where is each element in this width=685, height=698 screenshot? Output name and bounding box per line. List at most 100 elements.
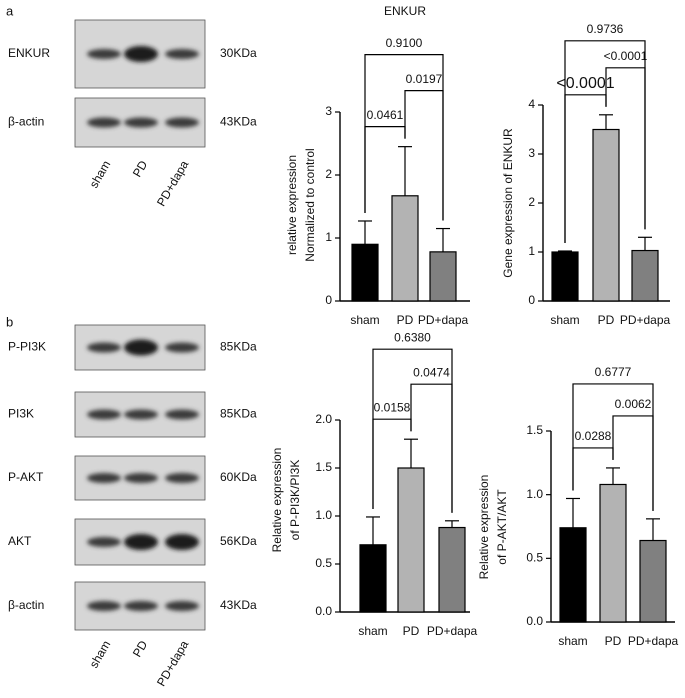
lane-label: sham [87,638,114,670]
blot-band [87,537,121,547]
blot-band [87,473,121,483]
panel-label: a [6,3,14,18]
bar [438,526,466,613]
p-value-label: 0.0288 [575,429,612,443]
blot-protein: β-actin [8,115,44,129]
blot-size: 85KDa [220,340,257,354]
y-tick-label: 3 [325,104,332,118]
blot-size: 43KDa [220,115,257,129]
bar [359,544,387,613]
blot-band [124,409,158,420]
lane-label: PD+dapa [154,158,191,209]
blot-size: 43KDa [220,598,257,612]
blot-size: 85KDa [220,407,257,421]
x-tick-label: PD+dapa [418,313,469,327]
p-value-label: <0.0001 [604,49,648,63]
panel-label: b [6,314,13,329]
y-tick-label: 4 [528,97,535,111]
lane-label: sham [87,158,114,190]
x-tick-label: PD [598,313,615,327]
lane-label: PD [130,638,151,660]
p-value-label: 0.0474 [413,365,450,379]
y-tick-label: 3 [528,146,535,160]
bar [599,483,627,623]
p-value-label: 0.6777 [595,365,632,379]
chart-title: ENKUR [384,4,426,18]
p-value-label: 0.9736 [587,22,624,36]
significance-bracket [572,383,654,511]
x-tick-label: sham [558,634,587,648]
blot-band [165,473,199,483]
blot-protein: β-actin [8,598,44,612]
p-value-label: 0.6380 [394,330,431,344]
blot-band [165,534,199,550]
significance-bracket [372,348,453,513]
blot-size: 30KDa [220,46,257,60]
p-value-label: 0.0197 [406,72,443,86]
bar [391,195,419,302]
y-axis-label: Relative expression [270,448,284,553]
y-tick-label: 0.0 [526,614,543,628]
y-axis-label: relative expression [285,155,299,255]
bar [429,251,457,302]
y-tick-label: 0.0 [315,604,332,618]
y-tick-label: 1 [528,244,535,258]
blot-band [124,117,158,128]
y-axis-label: of P-PI3K/PI3K [288,460,302,541]
y-axis-label: Normalized to control [303,148,317,261]
blot-band [87,409,121,420]
x-tick-label: PD+dapa [628,634,679,648]
y-tick-label: 1.5 [526,423,543,437]
p-value-label: <0.0001 [556,75,614,92]
y-tick-label: 1.5 [315,460,332,474]
bar [639,539,667,623]
blot-protein: ENKUR [8,46,50,60]
x-tick-label: PD [605,634,622,648]
significance-bracket [364,54,444,221]
x-tick-label: PD [403,624,420,638]
blot-size: 56KDa [220,534,257,548]
blot-size: 60KDa [220,470,257,484]
bar [592,128,620,302]
y-tick-label: 1 [325,230,332,244]
blot-band [124,534,158,550]
blot-band [87,49,121,59]
bar [551,251,579,302]
y-tick-label: 0.5 [526,551,543,565]
p-value-label: 0.0062 [615,397,652,411]
blot-protein: P-AKT [8,470,44,484]
y-tick-label: 2 [325,167,332,181]
blot-protein: AKT [8,534,32,548]
lane-label: PD+dapa [154,638,191,689]
bar [559,527,587,623]
y-tick-label: 2.0 [315,412,332,426]
x-tick-label: PD+dapa [427,624,478,638]
y-axis-label: Gene expression of ENKUR [501,128,515,278]
blot-band [124,46,158,62]
blot-band [124,601,158,611]
y-tick-label: 1.0 [526,487,543,501]
bar [351,243,379,302]
p-value-label: 0.0461 [367,108,404,122]
significance-bracket [564,40,646,244]
blot-band [124,473,158,483]
blot-band [165,49,199,59]
x-tick-label: PD+dapa [620,313,671,327]
p-value-label: 0.9100 [386,36,423,50]
lane-label: PD [130,158,151,180]
y-tick-label: 0 [325,293,332,307]
p-value-label: 0.0158 [374,400,411,414]
y-tick-label: 0.5 [315,556,332,570]
bar [631,249,659,302]
blot-protein: PI3K [8,407,34,421]
blot-band [124,339,158,356]
blot-protein: P-PI3K [8,340,46,354]
blot-band [165,409,199,420]
blot-band [165,601,199,611]
y-tick-label: 1.0 [315,508,332,522]
y-axis-label: Relative expression [477,475,491,580]
x-tick-label: PD [397,313,414,327]
bar [397,467,425,613]
blot-band [165,342,199,353]
y-axis-label: of P-AKT/AKT [495,489,509,565]
